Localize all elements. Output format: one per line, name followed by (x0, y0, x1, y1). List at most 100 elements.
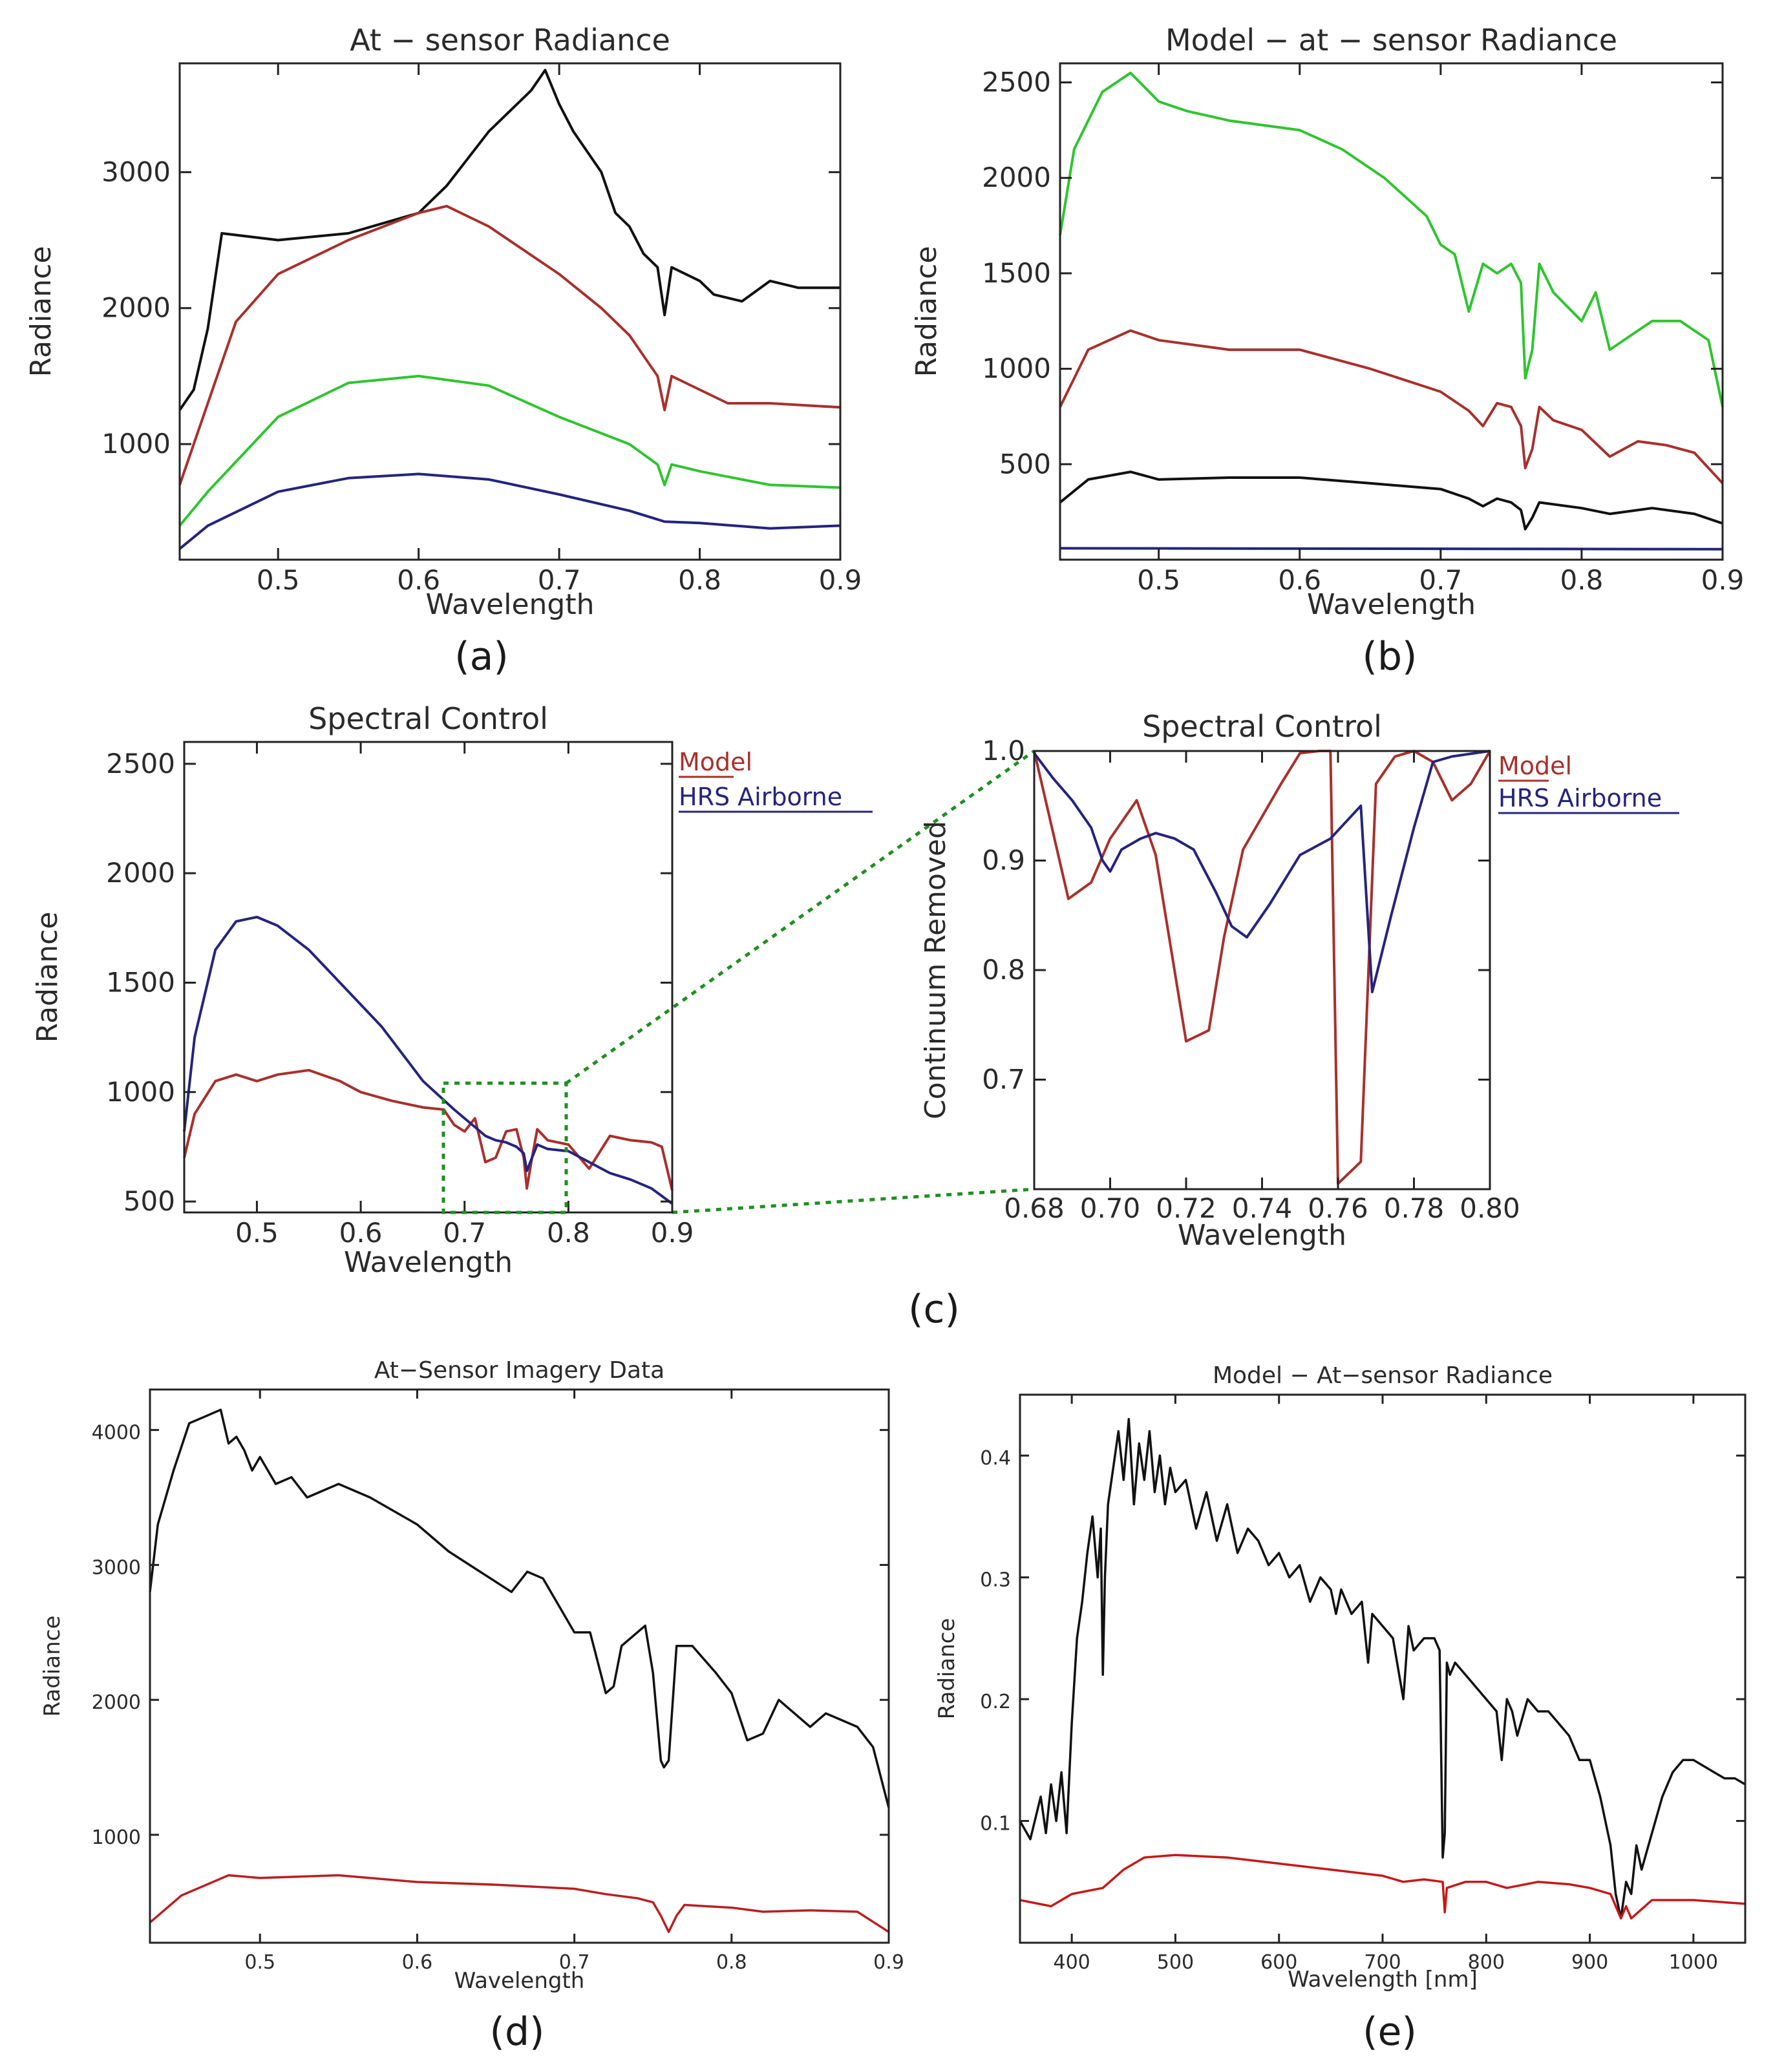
y-tick-label: 1500 (106, 966, 175, 998)
series-line-red (1059, 329, 1724, 485)
x-tick-label: 0.78 (1384, 1192, 1445, 1224)
x-tick-label: 0.5 (1137, 564, 1180, 596)
x-tick-label: 0.9 (651, 1217, 694, 1249)
x-tick-label: 600 (1260, 1951, 1297, 1974)
series-line-green (178, 374, 841, 527)
caption-e: (e) (1363, 2009, 1417, 2055)
panel-d: 0.5 0.6 0.7 0.8 0.9 1000 2000 3000 4000 At−Sensor… (39, 1357, 904, 1994)
x-tick-label: 700 (1364, 1951, 1401, 1974)
x-tick-label: 500 (1157, 1951, 1194, 1974)
y-axis-label: Continuum Removed (919, 821, 952, 1119)
x-tick-label: 0.5 (244, 1951, 275, 1974)
x-tick-label: 0.9 (1701, 564, 1745, 596)
x-axis-label: Wavelength (425, 588, 594, 621)
legend-hrs-label: HRS Airborne (679, 783, 842, 811)
y-axis-label: Radiance (25, 246, 58, 377)
y-tick-label: 2000 (92, 1691, 141, 1714)
panel-c-left: 0.5 0.6 0.7 0.8 0.9 500 1000 1500 2000 2500 Spectr… (31, 701, 694, 1279)
chart-title: Model − at − sensor Radiance (1165, 23, 1617, 58)
series-line-red (1019, 1854, 1746, 1920)
panel-e: 400 500 600 700 800 900 1000 0.1 0.2 0.3 0.4 Model … (934, 1362, 1747, 1993)
x-axis-label: Wavelength [nm] (1288, 1967, 1478, 1993)
series-line-hrs-airborne (183, 915, 674, 1205)
x-tick-label: 0.70 (1080, 1192, 1141, 1224)
y-tick-label: 0.1 (980, 1813, 1011, 1835)
x-tick-label: 0.8 (547, 1217, 590, 1249)
x-tick-label: 0.8 (716, 1951, 747, 1974)
x-tick-label: 0.6 (397, 564, 440, 596)
x-axis-label: Wavelength (1307, 588, 1476, 621)
series-line-red (178, 204, 841, 485)
x-tick-label: 0.7 (559, 1951, 590, 1974)
y-tick-label: 1000 (982, 353, 1051, 385)
panel-c-right: 0.68 0.70 0.72 0.74 0.76 0.78 0.80 0.7 0.8 0.9 1.0… (919, 709, 1520, 1252)
series-line-model (183, 1068, 674, 1191)
x-tick-label: 800 (1468, 1951, 1505, 1974)
y-tick-label: 0.4 (980, 1447, 1011, 1470)
x-tick-label: 0.9 (819, 564, 862, 596)
y-tick-label: 3000 (92, 1556, 141, 1579)
y-tick-label: 1000 (101, 428, 171, 460)
x-tick-label: 0.74 (1232, 1192, 1293, 1224)
y-tick-label: 0.7 (982, 1064, 1025, 1095)
y-tick-label: 0.9 (982, 845, 1025, 876)
y-tick-label: 3000 (101, 156, 171, 187)
series-line-black (178, 69, 840, 411)
x-tick-label: 0.6 (339, 1217, 383, 1249)
zoom-connector-bottom (672, 1187, 1035, 1214)
y-tick-label: 0.3 (980, 1569, 1011, 1592)
caption-d: (d) (490, 2009, 545, 2055)
x-tick-label: 0.6 (1278, 564, 1321, 596)
y-axis-label: Radiance (39, 1616, 65, 1717)
y-axis-label: Radiance (910, 246, 943, 377)
zoom-box (441, 1081, 568, 1214)
x-tick-label: 0.7 (538, 564, 581, 596)
y-tick-label: 1000 (106, 1076, 175, 1108)
y-tick-label: 1000 (92, 1826, 141, 1849)
x-tick-label: 0.80 (1460, 1192, 1520, 1224)
x-tick-label: 0.7 (1419, 564, 1462, 596)
x-tick-label: 0.5 (235, 1217, 279, 1249)
caption-b: (b) (1363, 634, 1418, 679)
panel-a: 0.5 0.6 0.7 0.8 0.9 1000 2000 3000 At − sensor R… (25, 23, 862, 621)
zoom-connector (565, 749, 1035, 1214)
x-tick-label: 0.6 (402, 1951, 433, 1974)
x-axis-label: Wavelength (454, 1968, 585, 1994)
x-tick-label: 400 (1054, 1951, 1090, 1974)
y-tick-label: 1.0 (982, 735, 1025, 766)
plot-frame (178, 62, 842, 561)
panel-b: 0.5 0.6 0.7 0.8 0.9 500 1000 1500 2000 2500 Model … (910, 23, 1744, 621)
series-line-red (149, 1874, 889, 1934)
plot-frame (1059, 62, 1724, 561)
x-tick-label: 0.76 (1308, 1192, 1368, 1224)
y-axis-label: Radiance (934, 1618, 960, 1720)
x-tick-label: 0.8 (1560, 564, 1604, 596)
legend-c-left: Model HRS Airborne (679, 748, 873, 813)
y-tick-label: 1500 (982, 257, 1051, 289)
legend-model-label: Model (679, 748, 752, 776)
caption-c: (c) (908, 1287, 960, 1332)
series-line-black (1059, 470, 1723, 531)
x-tick-label: 0.7 (443, 1217, 486, 1249)
y-tick-label: 2500 (106, 748, 175, 779)
series-line-blue (178, 472, 841, 550)
x-tick-label: 0.72 (1156, 1192, 1216, 1224)
x-tick-label: 0.8 (678, 564, 721, 596)
y-tick-label: 2000 (106, 857, 175, 889)
x-axis-label: Wavelength (1178, 1219, 1346, 1252)
plot-frame (1019, 1393, 1747, 1944)
y-tick-label: 2500 (982, 67, 1051, 98)
y-tick-label: 0.8 (982, 954, 1025, 986)
legend-model-label: Model (1498, 752, 1572, 780)
x-tick-label: 0.9 (873, 1951, 904, 1974)
series-line-green (1059, 71, 1724, 408)
chart-title: Spectral Control (1142, 709, 1382, 744)
y-tick-label: 4000 (92, 1422, 141, 1444)
series-line-black (149, 1408, 890, 1808)
y-tick-label: 500 (123, 1185, 175, 1217)
series-line-model (1033, 750, 1491, 1185)
x-tick-label: 900 (1571, 1951, 1608, 1974)
x-tick-label: 0.5 (257, 564, 300, 596)
plot-frame (149, 1388, 890, 1944)
